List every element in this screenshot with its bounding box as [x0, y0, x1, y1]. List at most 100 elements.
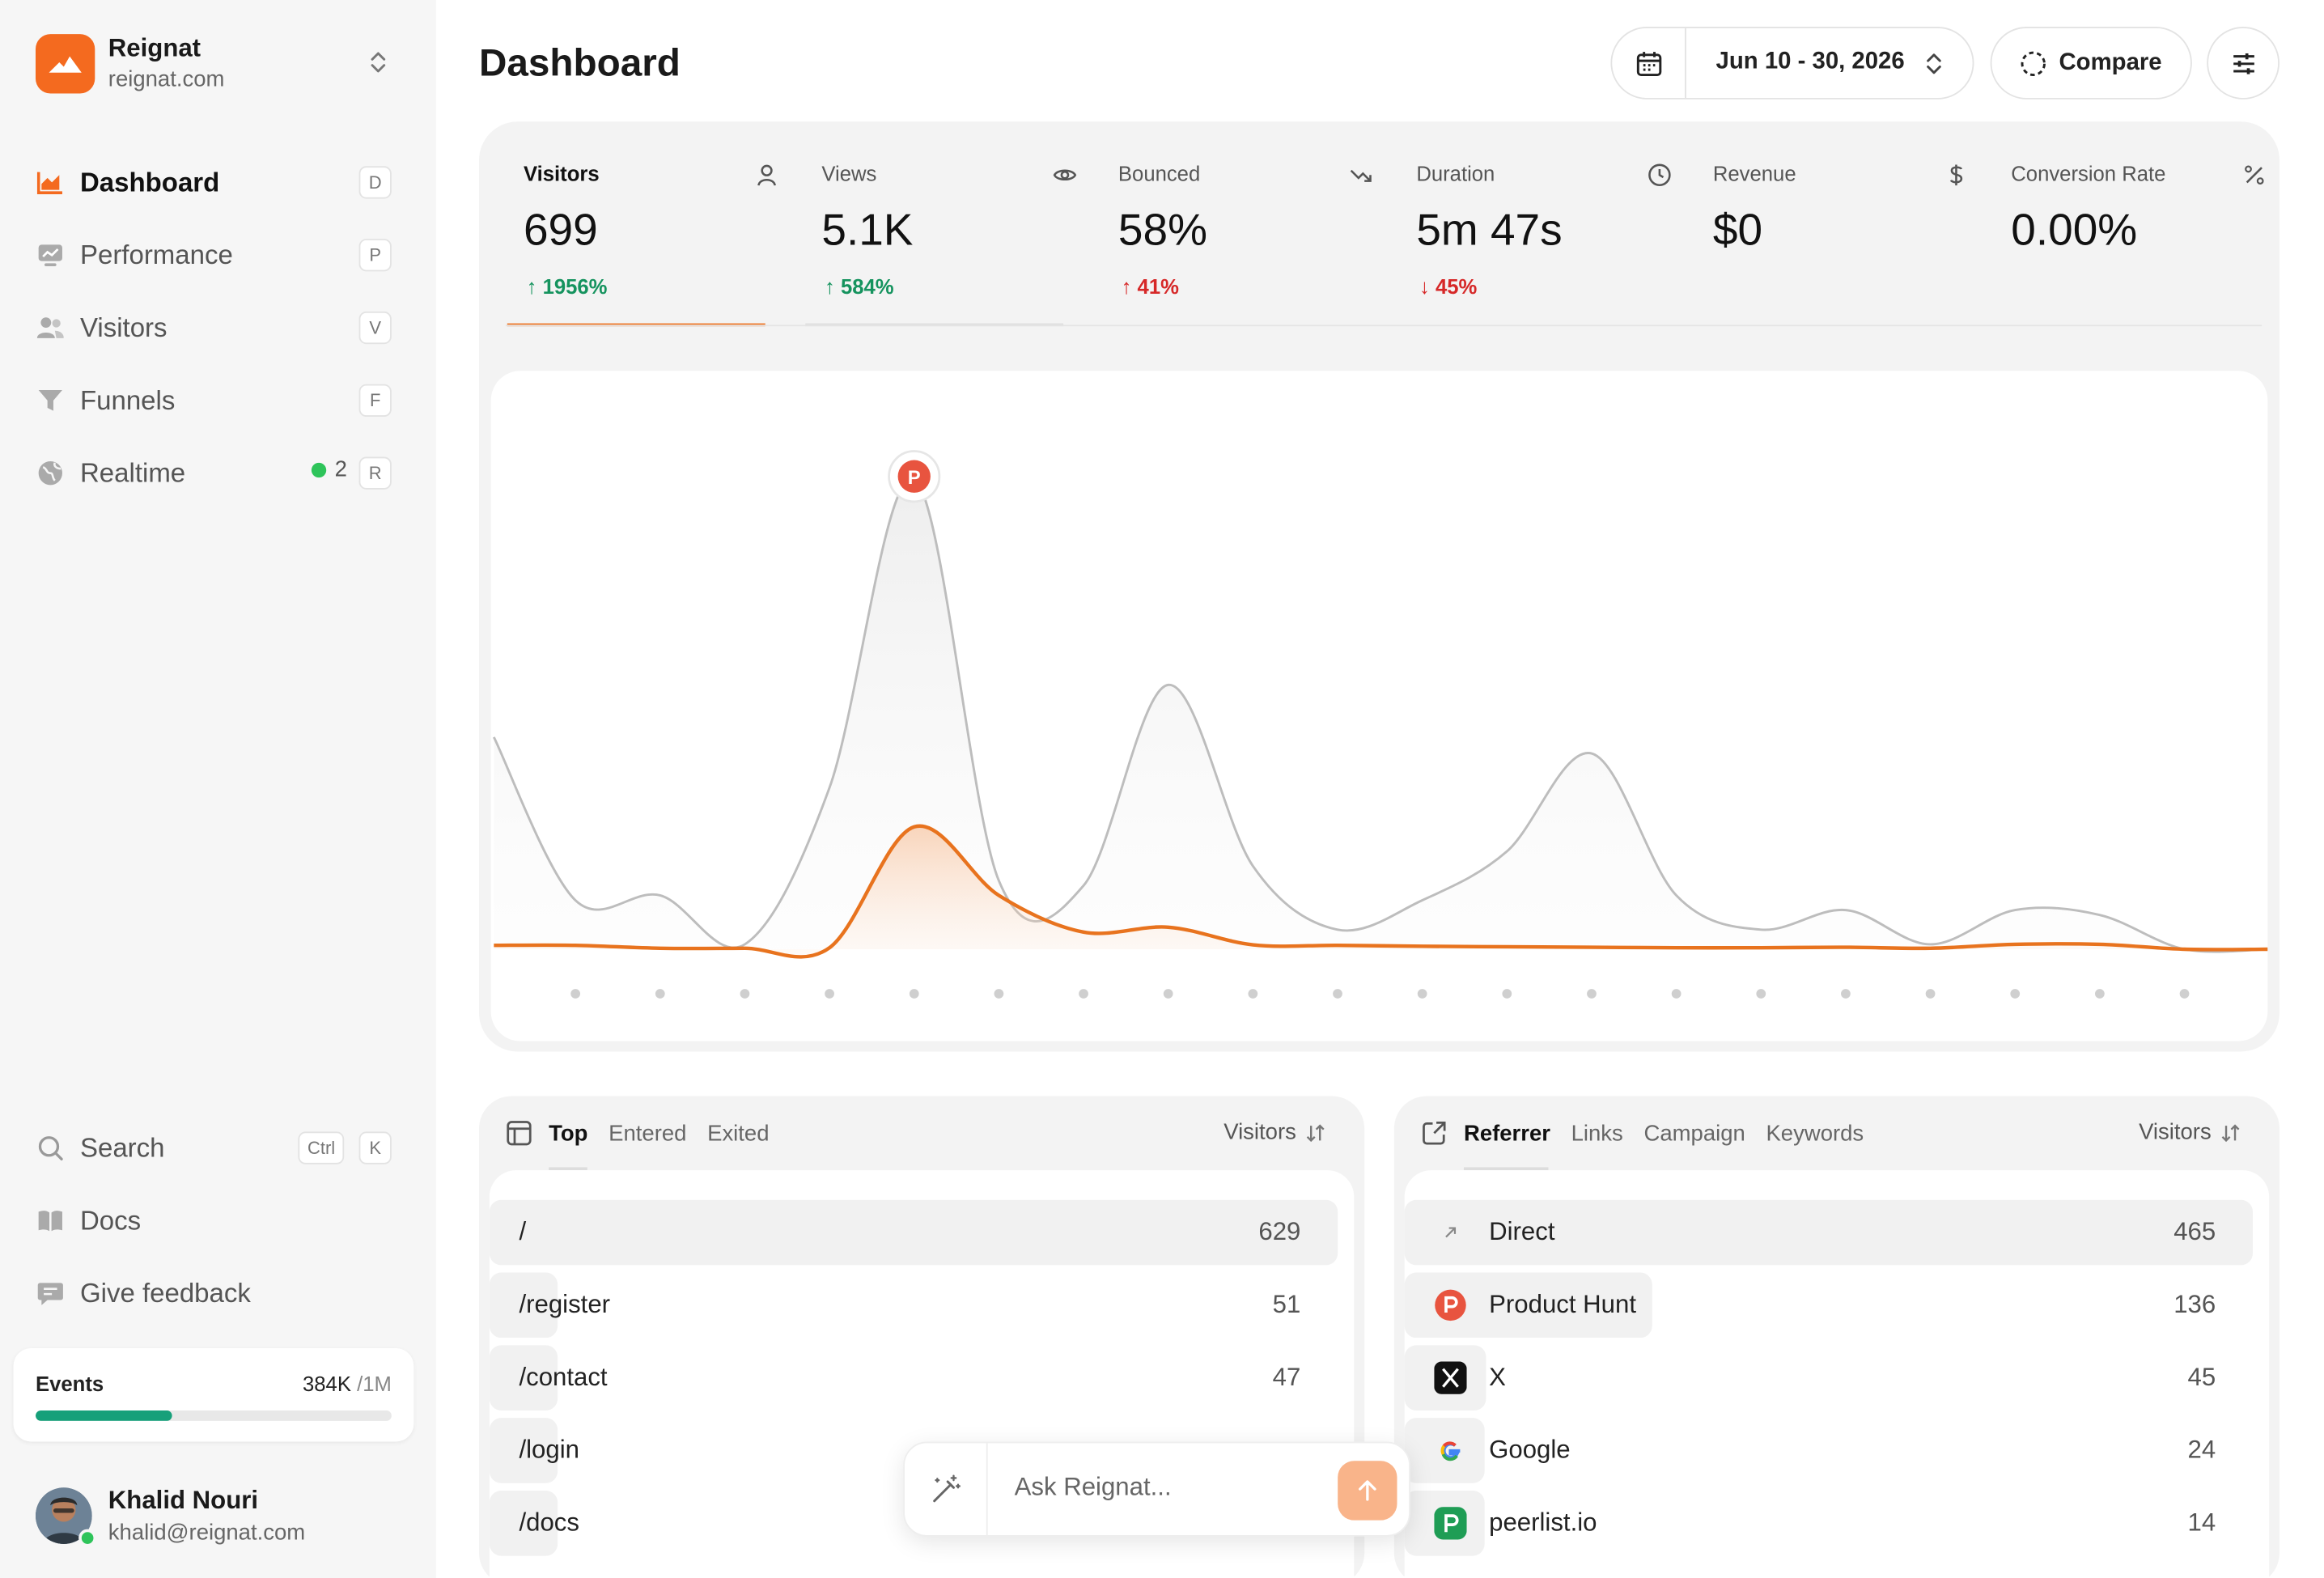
series-1-area: [494, 478, 2268, 952]
tab-links[interactable]: Links: [1571, 1120, 1623, 1146]
clock-icon: [1648, 163, 1671, 187]
referrer-row[interactable]: peerlist.io 14: [1404, 1490, 2246, 1556]
nav-realtime[interactable]: Realtime 2 R: [36, 449, 392, 497]
page-row[interactable]: / 629: [489, 1199, 1338, 1266]
tab-top[interactable]: Top: [549, 1120, 588, 1146]
referrer-name: Product Hunt: [1489, 1290, 1637, 1319]
active-tab-underline: [549, 1167, 587, 1171]
x-axis-dot: [2095, 989, 2105, 999]
referrer-name: Direct: [1489, 1217, 1555, 1246]
referrer-row[interactable]: Google 24: [1404, 1418, 2246, 1483]
metric-label: Conversion Rate: [2011, 161, 2166, 186]
divider: [505, 325, 2263, 327]
events-progress-fill: [35, 1410, 172, 1421]
date-range-picker[interactable]: Jun 10 - 30, 2026: [1610, 26, 1974, 100]
nav-visitors[interactable]: Visitors V: [36, 304, 392, 352]
nav-docs[interactable]: Docs: [36, 1197, 392, 1245]
user-profile[interactable]: Khalid Nouri khalid@reignat.com: [35, 1485, 406, 1550]
filter-settings-button[interactable]: [2207, 26, 2280, 100]
row-share-bar: [489, 1345, 558, 1410]
referrer-row[interactable]: Direct 465: [1404, 1199, 2254, 1266]
metric-label: Duration: [1416, 161, 1495, 186]
user-name: Khalid Nouri: [108, 1486, 259, 1515]
shortcut-key: R: [358, 456, 392, 490]
online-status-dot: [78, 1529, 97, 1547]
page-row[interactable]: /register 51: [489, 1272, 1330, 1338]
send-button[interactable]: [1338, 1461, 1397, 1521]
metric-value: 5m 47s: [1416, 206, 1563, 256]
calendar-icon[interactable]: [1612, 28, 1686, 98]
x-axis-dot: [1841, 989, 1851, 999]
page-row[interactable]: /login: [489, 1418, 1330, 1483]
metric-revenue[interactable]: Revenue $0: [1713, 160, 1980, 326]
tab-entered[interactable]: Entered: [609, 1120, 687, 1146]
nav-label: Docs: [79, 1205, 142, 1235]
nav-feedback[interactable]: Give feedback: [36, 1270, 392, 1317]
x-axis-dot: [1756, 989, 1766, 999]
page-row[interactable]: /docs: [489, 1490, 1330, 1556]
metric-conversion-rate[interactable]: Conversion Rate 0.00%: [2011, 160, 2278, 326]
nav-search[interactable]: Search Ctrl K: [36, 1124, 392, 1172]
referrer-row[interactable]: Product Hunt 136: [1404, 1272, 2246, 1338]
tab-campaign[interactable]: Campaign: [1643, 1120, 1745, 1146]
sort-visitors-button[interactable]: Visitors: [1223, 1120, 1325, 1145]
chart-area-icon: [36, 168, 66, 197]
metric-label: Bounced: [1117, 161, 1201, 186]
shortcut-key: V: [358, 311, 392, 345]
pages-card-header: Top Entered Exited Visitors: [506, 1117, 1326, 1149]
ask-input[interactable]: [1014, 1472, 1326, 1503]
events-progress-bar: [35, 1410, 392, 1421]
metric-visitors[interactable]: Visitors 699 ↑ 1956%: [507, 160, 791, 327]
arrow-up-icon: [1359, 1480, 1376, 1501]
x-axis-dot: [1671, 989, 1682, 999]
tab-keywords[interactable]: Keywords: [1766, 1120, 1864, 1146]
nav-funnels[interactable]: Funnels F: [36, 377, 392, 425]
referrer-name: peerlist.io: [1489, 1508, 1597, 1537]
users-icon: [36, 313, 66, 343]
shortcut-key: D: [358, 166, 392, 199]
live-dot: [311, 461, 326, 477]
x-axis-dot: [1248, 989, 1258, 999]
nav-label: Performance: [79, 239, 233, 269]
google-icon: [1434, 1434, 1466, 1466]
events-usage-card: Events 384K /1M: [13, 1348, 414, 1442]
x-axis-dot: [825, 989, 834, 999]
x-axis-dot: [1417, 989, 1427, 999]
tab-referrer[interactable]: Referrer: [1463, 1120, 1550, 1146]
page-row[interactable]: /contact 47: [489, 1345, 1330, 1410]
series-2-area: [494, 825, 2268, 957]
sort-icon: [1306, 1123, 1325, 1142]
workspace-switcher[interactable]: Reignat reignat.com: [35, 32, 401, 95]
layout-icon: [507, 1121, 532, 1146]
metric-views[interactable]: Views 5.1K ↑ 584%: [805, 160, 1088, 327]
x-axis-dot: [655, 989, 665, 999]
sort-visitors-button[interactable]: Visitors: [2139, 1120, 2241, 1145]
metric-bounced[interactable]: Bounced 58% ↑ 41%: [1118, 160, 1385, 326]
shortcut-key-ctrl: Ctrl: [298, 1131, 345, 1164]
metric-delta: ↑ 1956%: [526, 274, 608, 299]
chevron-up-down-icon: [371, 52, 386, 73]
visitors-chart[interactable]: P: [490, 371, 2268, 1041]
row-share-bar: [489, 1418, 558, 1483]
compare-label: Compare: [2059, 49, 2162, 75]
realtime-count: 2: [311, 457, 347, 482]
referrer-row[interactable]: X 45: [1404, 1345, 2246, 1410]
shortcut-key-k: K: [358, 1131, 392, 1164]
referrer-list: Direct 465 Product Hunt 136 X 45 Google 24 peerl…: [1404, 1170, 2270, 1578]
nav-performance[interactable]: Performance P: [36, 231, 392, 279]
metric-duration[interactable]: Duration 5m 47s ↓ 45%: [1416, 160, 1683, 326]
tab-exited[interactable]: Exited: [707, 1120, 770, 1146]
x-axis-dot: [2010, 989, 2021, 999]
compare-button[interactable]: Compare: [1990, 26, 2192, 100]
page-visitors: 47: [1272, 1363, 1301, 1392]
x-axis-dot: [909, 989, 919, 999]
x-axis-dot: [1079, 989, 1088, 999]
events-usage: 384K /1M: [303, 1372, 392, 1396]
page-title: Dashboard: [478, 40, 681, 85]
x-axis-dot: [1502, 989, 1512, 999]
nav-dashboard[interactable]: Dashboard D: [36, 159, 392, 206]
metric-value: 0.00%: [2011, 206, 2138, 256]
row-share-bar: [1404, 1199, 2254, 1266]
ask-assistant-box: [903, 1441, 1410, 1537]
referrer-card: Referrer Links Campaign Keywords Visitor…: [1393, 1096, 2280, 1578]
